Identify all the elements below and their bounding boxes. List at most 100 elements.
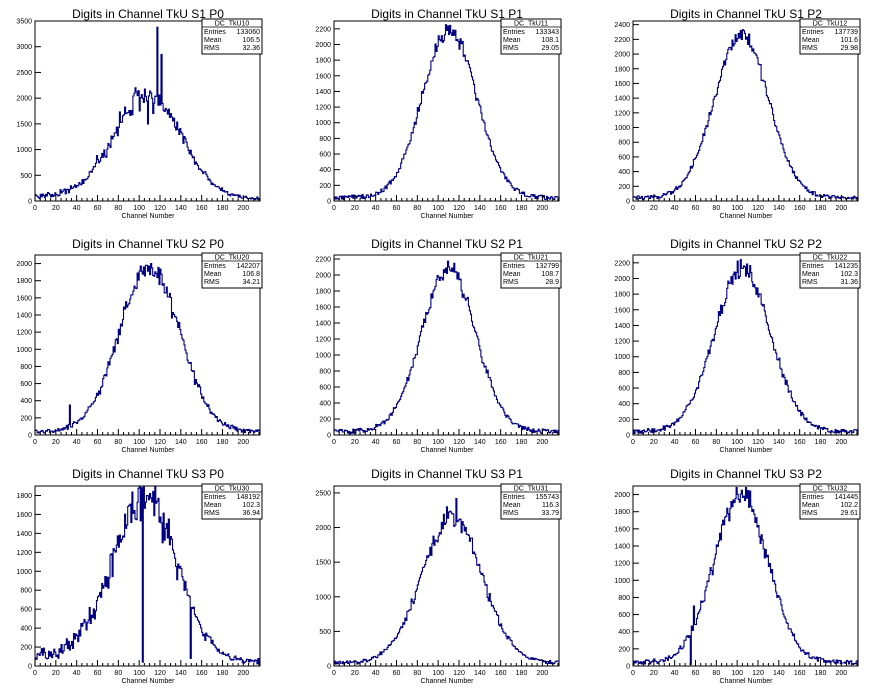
y-tick-label: 400 xyxy=(618,629,630,636)
stats-box-frame xyxy=(201,18,263,55)
plot-frame xyxy=(632,254,859,436)
y-tick-label: 400 xyxy=(618,401,630,408)
y-tick-label: 600 xyxy=(319,152,331,159)
y-tick-label: 1400 xyxy=(16,531,32,538)
x-axis-title: Channel Number xyxy=(122,213,176,220)
stats-label-mean: Mean xyxy=(802,37,820,44)
x-tick-label: 0 xyxy=(33,670,37,677)
x-tick-label: 180 xyxy=(815,205,827,212)
histogram-line xyxy=(632,486,859,666)
y-tick-label: 0 xyxy=(626,199,630,206)
stats-label-rms: RMS xyxy=(802,510,818,517)
x-tick-label: 80 xyxy=(413,439,421,446)
y-tick-label: 1200 xyxy=(16,550,32,557)
stats-entries: 137739 xyxy=(835,29,858,36)
x-tick-label: 160 xyxy=(495,439,507,446)
stats-box-frame xyxy=(201,483,263,520)
y-tick-label: 1800 xyxy=(16,493,32,500)
y-tick-label: 2200 xyxy=(614,37,630,44)
x-tick-label: 20 xyxy=(351,670,359,677)
histogram-line xyxy=(632,29,859,201)
x-tick-label: 20 xyxy=(52,205,60,212)
histogram-panel: Digits in Channel TkU S3 P1 0 20 40 60 80 100 1… xyxy=(315,467,562,685)
y-tick-label: 200 xyxy=(319,417,331,424)
y-tick-label: 2200 xyxy=(614,260,630,267)
stats-label-mean: Mean xyxy=(503,37,521,44)
y-tick-label: 1200 xyxy=(16,330,32,337)
y-tick-label: 200 xyxy=(319,183,331,190)
stats-box-frame xyxy=(500,483,562,520)
y-tick-label: 1000 xyxy=(16,147,32,154)
x-tick-label: 120 xyxy=(453,439,465,446)
x-axis-title: Channel Number xyxy=(720,213,774,220)
y-tick-label: 800 xyxy=(618,140,630,147)
x-axis-title: Channel Number xyxy=(122,447,176,454)
panel-title: Digits in Channel TkU S2 P1 xyxy=(371,237,523,251)
histogram-panel: Digits in Channel TkU S3 P2 0 20 40 60 80 100 1… xyxy=(614,467,861,685)
x-tick-label: 60 xyxy=(94,205,102,212)
y-tick-label: 3000 xyxy=(16,44,32,51)
x-tick-label: 200 xyxy=(835,205,847,212)
histogram-line xyxy=(632,259,859,435)
y-tick-label: 400 xyxy=(319,167,331,174)
stats-label-entries: Entries xyxy=(802,263,824,270)
y-tick-label: 1400 xyxy=(16,313,32,320)
stats-label-mean: Mean xyxy=(204,502,222,509)
x-tick-label: 40 xyxy=(372,205,380,212)
histogram-panel: Digits in Channel TkU S2 P1 0 20 40 60 80 100 1… xyxy=(315,237,562,454)
x-tick-label: 60 xyxy=(393,439,401,446)
y-tick-label: 1500 xyxy=(315,560,331,567)
stats-entries: 142207 xyxy=(237,263,260,270)
stats-entries: 141445 xyxy=(835,494,858,501)
stats-label-rms: RMS xyxy=(204,45,220,52)
x-tick-label: 20 xyxy=(650,439,658,446)
x-tick-label: 80 xyxy=(712,670,720,677)
x-tick-label: 100 xyxy=(133,205,145,212)
stats-label-rms: RMS xyxy=(204,510,220,517)
stats-rms: 29.98 xyxy=(840,45,858,52)
y-tick-label: 1400 xyxy=(614,544,630,551)
x-tick-label: 20 xyxy=(650,205,658,212)
y-tick-label: 1000 xyxy=(16,347,32,354)
panel-title: Digits in Channel TkU S2 P0 xyxy=(72,237,224,251)
x-tick-label: 60 xyxy=(692,439,700,446)
stats-mean: 106.5 xyxy=(242,37,260,44)
histogram-panel: Digits in Channel TkU S3 P0 0 20 40 60 80 100 1… xyxy=(16,467,263,685)
x-tick-label: 0 xyxy=(332,205,336,212)
x-tick-label: 140 xyxy=(175,670,187,677)
y-tick-label: 1600 xyxy=(614,81,630,88)
y-tick-label: 0 xyxy=(626,433,630,440)
y-tick-label: 400 xyxy=(319,401,331,408)
x-tick-label: 120 xyxy=(752,670,764,677)
stats-name: DC_TkU32 xyxy=(813,486,848,493)
y-tick-label: 500 xyxy=(319,629,331,636)
x-tick-label: 200 xyxy=(835,670,847,677)
plot-frame xyxy=(34,254,261,436)
x-tick-label: 60 xyxy=(692,205,700,212)
x-tick-label: 160 xyxy=(495,205,507,212)
x-tick-label: 140 xyxy=(474,205,486,212)
x-tick-label: 180 xyxy=(217,670,229,677)
y-tick-label: 400 xyxy=(20,398,32,405)
stats-rms: 29.05 xyxy=(541,45,559,52)
x-tick-label: 140 xyxy=(175,205,187,212)
x-tick-label: 140 xyxy=(773,439,785,446)
x-tick-label: 100 xyxy=(731,670,743,677)
stats-entries: 133060 xyxy=(237,29,260,36)
x-tick-label: 120 xyxy=(154,670,166,677)
y-tick-label: 2000 xyxy=(315,525,331,532)
y-tick-label: 1400 xyxy=(315,89,331,96)
stats-rms: 32.36 xyxy=(242,45,260,52)
plot-frame xyxy=(34,485,261,667)
stats-label-entries: Entries xyxy=(204,494,226,501)
x-tick-label: 140 xyxy=(175,439,187,446)
y-tick-label: 600 xyxy=(20,607,32,614)
x-tick-label: 20 xyxy=(52,670,60,677)
histogram-panel: Digits in Channel TkU S2 P2 0 20 40 60 80 100 1… xyxy=(614,237,861,454)
x-tick-label: 40 xyxy=(73,205,81,212)
x-tick-label: 100 xyxy=(432,439,444,446)
y-tick-label: 1200 xyxy=(315,105,331,112)
y-tick-label: 2000 xyxy=(614,276,630,283)
